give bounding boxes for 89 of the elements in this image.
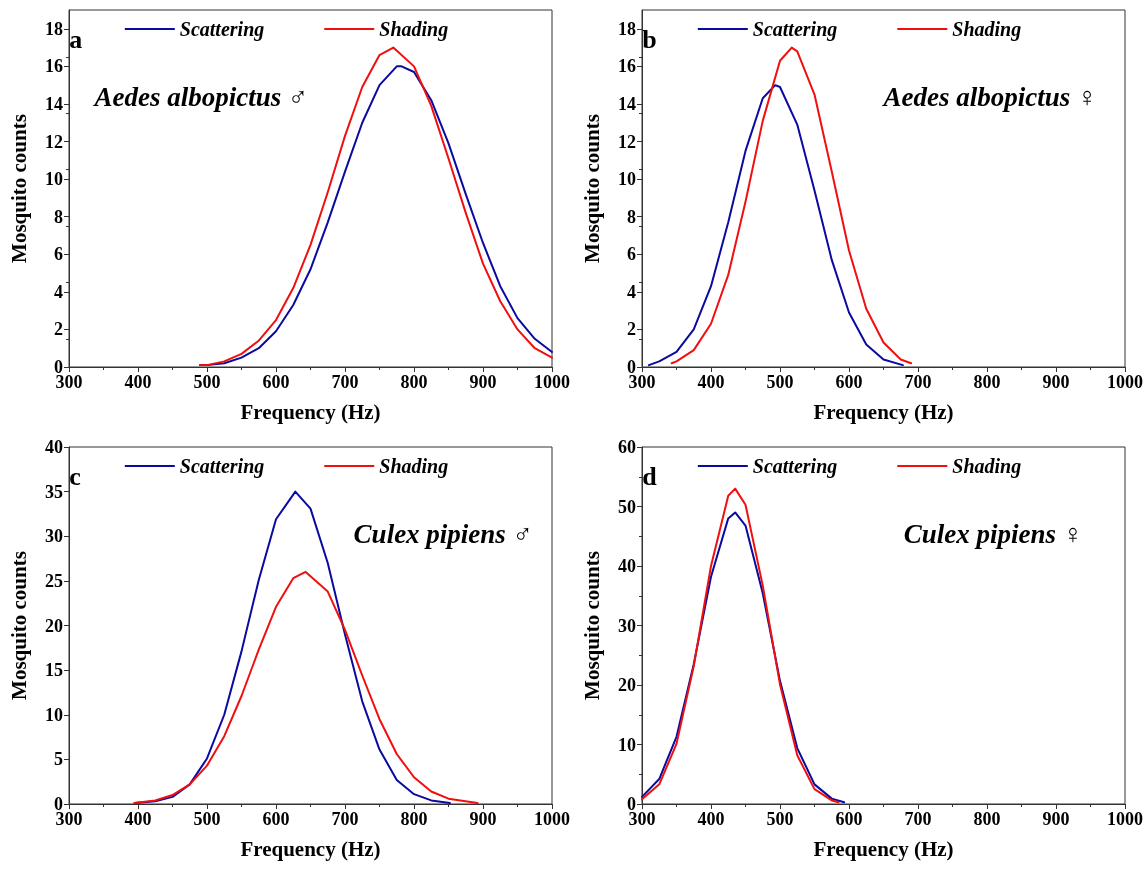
y-tick-label: 15: [45, 660, 63, 681]
legend-label: Shading: [952, 455, 1022, 478]
y-tick-label: 8: [54, 206, 63, 227]
x-tick-label: 1000: [534, 372, 570, 392]
x-tick-label: 700: [904, 809, 932, 829]
legend-label: Scattering: [179, 455, 265, 478]
x-tick-label: 300: [628, 372, 656, 392]
x-axis-title: Frequency (Hz): [813, 399, 954, 424]
y-tick-label: 10: [45, 169, 63, 190]
annotation: Aedes albopictus ♂: [92, 81, 309, 112]
x-tick-label: 800: [973, 372, 1001, 392]
y-tick-label: 5: [54, 749, 63, 770]
y-tick-label: 2: [627, 319, 636, 340]
x-tick-label: 600: [835, 372, 863, 392]
y-tick-label: 50: [618, 496, 636, 517]
x-tick-label: 900: [469, 372, 497, 392]
y-tick-label: 14: [45, 93, 63, 114]
x-tick-label: 700: [904, 372, 932, 392]
annotation: d: [642, 461, 658, 491]
y-tick-label: 4: [54, 281, 63, 302]
x-tick-label: 300: [55, 809, 83, 829]
x-tick-label: 400: [697, 809, 725, 829]
x-tick-label: 900: [1042, 809, 1070, 829]
x-axis-title: Frequency (Hz): [813, 836, 954, 861]
line-series: [133, 570, 479, 805]
annotation: Culex pipiens ♂: [353, 518, 533, 549]
y-axis-title: Mosquito counts: [6, 551, 31, 700]
x-tick-label: 400: [697, 372, 725, 392]
annotation: b: [642, 24, 657, 54]
x-tick-label: 800: [400, 809, 428, 829]
y-tick-label: 20: [45, 615, 63, 636]
y-tick-label: 4: [627, 281, 636, 302]
y-axis-title: Mosquito counts: [579, 551, 604, 700]
x-tick-label: 600: [262, 809, 290, 829]
y-tick-label: 16: [45, 56, 63, 77]
x-axis-title: Frequency (Hz): [240, 836, 381, 861]
x-tick-label: 500: [193, 809, 221, 829]
x-tick-label: 300: [55, 372, 83, 392]
x-tick-label: 900: [469, 809, 497, 829]
x-tick-label: 300: [628, 809, 656, 829]
y-tick-label: 18: [618, 18, 636, 39]
x-tick-label: 1000: [534, 809, 570, 829]
y-tick-label: 10: [618, 734, 636, 755]
x-tick-label: 500: [766, 372, 794, 392]
x-tick-label: 500: [766, 809, 794, 829]
y-tick-label: 16: [618, 56, 636, 77]
x-tick-label: 400: [124, 372, 152, 392]
y-tick-label: 18: [45, 18, 63, 39]
y-tick-label: 10: [45, 704, 63, 725]
y-tick-label: 40: [618, 556, 636, 576]
legend-label: Scattering: [179, 18, 265, 41]
y-tick-label: 14: [618, 93, 636, 114]
annotation: Aedes albopictus ♀: [881, 81, 1098, 112]
x-tick-label: 600: [262, 372, 290, 392]
y-tick-label: 60: [618, 437, 636, 457]
annotation: Culex pipiens ♀: [903, 518, 1083, 549]
legend-label: Scattering: [752, 18, 838, 41]
x-tick-label: 900: [1042, 372, 1070, 392]
y-tick-label: 8: [627, 206, 636, 227]
y-tick-label: 12: [45, 131, 63, 152]
annotation: a: [69, 24, 83, 54]
x-tick-label: 1000: [1107, 809, 1143, 829]
y-tick-label: 30: [45, 526, 63, 547]
y-tick-label: 2: [54, 319, 63, 340]
legend-label: Scattering: [752, 455, 838, 478]
x-tick-label: 500: [193, 372, 221, 392]
x-tick-label: 1000: [1107, 372, 1143, 392]
x-tick-label: 800: [400, 372, 428, 392]
annotation: c: [69, 461, 81, 491]
x-axis-title: Frequency (Hz): [240, 399, 381, 424]
y-tick-label: 30: [618, 615, 636, 636]
y-tick-label: 40: [45, 437, 63, 457]
legend-label: Shading: [952, 18, 1022, 41]
y-tick-label: 20: [618, 675, 636, 695]
y-axis-title: Mosquito counts: [6, 114, 31, 263]
x-tick-label: 700: [331, 372, 359, 392]
y-tick-label: 6: [54, 244, 63, 265]
x-tick-label: 800: [973, 809, 1001, 829]
legend-label: Shading: [379, 455, 449, 478]
y-tick-label: 6: [627, 244, 636, 265]
y-tick-label: 10: [618, 169, 636, 190]
legend-label: Shading: [379, 18, 449, 41]
x-tick-label: 700: [331, 809, 359, 829]
y-axis-title: Mosquito counts: [579, 114, 604, 263]
y-tick-label: 25: [45, 570, 63, 591]
y-tick-label: 35: [45, 481, 63, 502]
x-tick-label: 600: [835, 809, 863, 829]
y-tick-label: 12: [618, 131, 636, 152]
x-tick-label: 400: [124, 809, 152, 829]
